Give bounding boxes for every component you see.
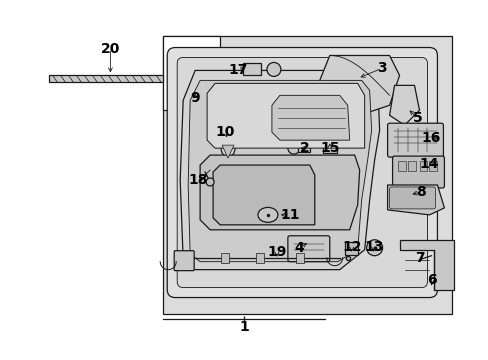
FancyBboxPatch shape (407, 161, 415, 171)
Polygon shape (188, 80, 371, 262)
Circle shape (205, 178, 214, 186)
Polygon shape (271, 95, 349, 140)
FancyBboxPatch shape (419, 161, 427, 171)
Text: 20: 20 (101, 41, 120, 55)
Text: 17: 17 (228, 63, 247, 77)
FancyBboxPatch shape (177, 58, 427, 288)
Text: 8: 8 (416, 185, 426, 199)
Text: 11: 11 (280, 208, 299, 222)
Text: 9: 9 (190, 91, 200, 105)
Polygon shape (180, 71, 379, 270)
Polygon shape (207, 84, 364, 148)
FancyBboxPatch shape (392, 156, 444, 188)
Polygon shape (387, 185, 444, 215)
Polygon shape (200, 155, 359, 230)
FancyBboxPatch shape (428, 161, 437, 171)
Text: 1: 1 (239, 320, 248, 334)
Text: 5: 5 (412, 111, 422, 125)
Text: 6: 6 (426, 273, 435, 287)
FancyBboxPatch shape (163, 36, 451, 315)
FancyBboxPatch shape (295, 253, 303, 263)
FancyBboxPatch shape (221, 253, 228, 263)
FancyBboxPatch shape (167, 48, 437, 298)
Circle shape (287, 142, 299, 154)
Text: 16: 16 (421, 131, 440, 145)
Circle shape (266, 62, 280, 76)
FancyBboxPatch shape (287, 236, 329, 262)
Text: 12: 12 (341, 240, 361, 254)
FancyBboxPatch shape (397, 161, 405, 171)
FancyBboxPatch shape (389, 187, 435, 209)
Polygon shape (399, 240, 453, 289)
FancyBboxPatch shape (344, 242, 357, 255)
Text: 3: 3 (376, 62, 386, 76)
Ellipse shape (258, 207, 277, 222)
FancyBboxPatch shape (243, 63, 261, 75)
Ellipse shape (221, 139, 235, 157)
Text: 13: 13 (363, 240, 383, 254)
Text: 18: 18 (188, 173, 207, 187)
Text: 15: 15 (319, 141, 339, 155)
Polygon shape (389, 85, 419, 125)
Text: 2: 2 (299, 141, 309, 155)
Text: 10: 10 (215, 125, 234, 139)
FancyBboxPatch shape (255, 253, 264, 263)
FancyBboxPatch shape (322, 143, 336, 153)
FancyBboxPatch shape (297, 144, 309, 152)
FancyBboxPatch shape (387, 123, 443, 157)
FancyBboxPatch shape (48, 75, 163, 82)
FancyBboxPatch shape (174, 251, 194, 271)
Text: 19: 19 (266, 245, 286, 259)
Polygon shape (213, 165, 314, 225)
Text: 7: 7 (414, 251, 424, 265)
Polygon shape (222, 145, 234, 158)
Circle shape (366, 240, 382, 256)
Polygon shape (319, 55, 399, 115)
Text: 4: 4 (293, 241, 303, 255)
Text: 14: 14 (419, 157, 438, 171)
Polygon shape (163, 36, 220, 110)
